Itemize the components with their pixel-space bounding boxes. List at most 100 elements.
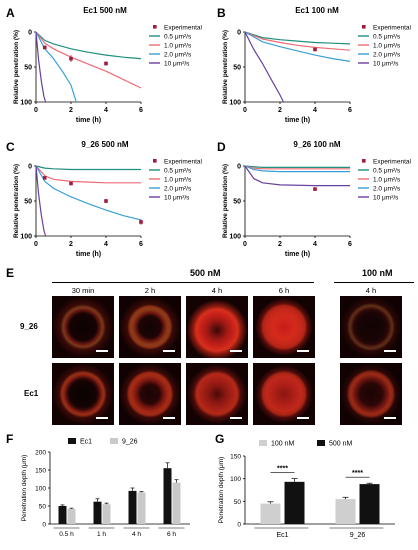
panel-letter-f: F — [6, 432, 14, 446]
experimental-point — [104, 199, 108, 203]
legend-label: 0.5 μm²/s — [164, 34, 192, 41]
series-line — [244, 165, 350, 169]
legend-label: 0.5 μm²/s — [164, 168, 192, 175]
bar — [260, 503, 281, 524]
y-tick-label: 0 — [237, 164, 241, 171]
y-tick-label: 100 — [229, 100, 241, 107]
x-tick-label: 6 — [348, 241, 352, 248]
micrograph-926-2h — [119, 296, 181, 358]
bar — [102, 504, 111, 524]
x-tick-label: 6 — [139, 241, 143, 248]
legend-marker-experimental — [362, 159, 366, 163]
bar — [137, 492, 146, 524]
time-label-2: 2 h — [144, 286, 156, 295]
x-axis-label: time (h) — [285, 117, 310, 124]
category-label: 1 h — [97, 531, 106, 538]
y-tick-label: 50 — [233, 65, 241, 72]
significance-label: **** — [277, 466, 288, 473]
y-axis-label: Relative penetration (%) — [222, 30, 229, 104]
y-axis-label: Relative penetration (%) — [222, 164, 229, 238]
x-tick-label: 4 — [313, 241, 317, 248]
group-100-label: 100 nM — [362, 268, 393, 278]
x-tick-label: 6 — [139, 107, 143, 114]
y-axis-label: Relative penetration (%) — [13, 30, 20, 104]
series-line — [35, 31, 142, 89]
legend-label: 0.5 μm²/s — [373, 34, 401, 41]
y-tick-label: 50 — [39, 504, 47, 511]
x-axis-label: time (h) — [76, 251, 101, 258]
group-500-bracket — [52, 282, 314, 283]
time-label-3: 4 h — [211, 286, 223, 295]
panel-c-title: 9_26 500 nM — [81, 140, 129, 149]
series-line — [244, 31, 285, 103]
x-tick-label: 6 — [348, 107, 352, 114]
panel-letter-g: G — [215, 432, 225, 446]
legend-label: 2.0 μm²/s — [373, 52, 401, 59]
y-tick-label: 200 — [35, 450, 46, 457]
x-tick-label: 0 — [243, 241, 247, 248]
y-tick-label: 0 — [28, 164, 32, 171]
micrograph-926-4h — [186, 296, 248, 358]
scale-bar — [297, 417, 309, 419]
significance-label: **** — [352, 470, 363, 477]
legend-label: 500 nM — [329, 441, 353, 448]
scale-bar — [163, 417, 175, 419]
bar — [58, 506, 67, 524]
bar — [172, 482, 181, 524]
row-label-ec1: Ec1 — [24, 389, 39, 398]
legend-label: 9_26 — [122, 439, 138, 446]
scale-bar — [297, 350, 309, 352]
panel-a-title: Ec1 500 nM — [83, 6, 127, 15]
group-100-bracket — [334, 282, 414, 283]
time-label-4: 6 h — [278, 286, 290, 295]
group-500-label: 500 nM — [190, 268, 221, 278]
legend-label: 2.0 μm²/s — [164, 52, 192, 59]
y-tick-label: 0 — [237, 522, 241, 529]
y-axis-label: Relative penetration (%) — [13, 164, 20, 238]
y-tick-label: 100 — [20, 100, 32, 107]
series-line — [244, 31, 351, 51]
y-axis-label: Penetration depth (μm) — [218, 457, 225, 524]
micrograph-ec1-2h — [119, 363, 181, 425]
panel-letter-c: C — [6, 140, 15, 154]
y-axis-label: Penetration depth (μm) — [21, 455, 28, 522]
row-label-926: 9_26 — [20, 322, 38, 331]
bar-chart-f: 0 50 100 150 200 Penetration depth (μm) 0.5 h 1… — [21, 438, 190, 538]
time-label-1: 30 min — [71, 286, 95, 295]
bar-chart-g: 0 50 100 150 Penetration depth (μm) **** Ec1 **… — [218, 440, 395, 539]
category-label: 6 h — [167, 531, 176, 538]
panel-letter-a: A — [6, 6, 15, 20]
y-tick-label: 100 — [230, 476, 241, 483]
scale-bar — [230, 350, 242, 352]
bar — [93, 501, 102, 524]
series-line — [35, 31, 77, 103]
category-label: 0.5 h — [59, 531, 74, 538]
micrograph-926-6h — [253, 296, 315, 358]
y-tick-label: 100 — [20, 234, 32, 241]
panel-letter-b: B — [217, 6, 226, 20]
line-panels-row: A Ec1 500 nM 0 50 100 0 2 4 6 time (h) Relative … — [0, 0, 418, 260]
x-tick-label: 2 — [278, 107, 282, 114]
series-line — [244, 165, 350, 187]
legend-marker-experimental — [362, 25, 366, 29]
x-tick-label: 4 — [104, 241, 108, 248]
legend-label: 10 μm²/s — [164, 61, 190, 68]
experimental-point — [313, 47, 317, 52]
scale-bar — [96, 350, 108, 352]
legend-label: 2.0 μm²/s — [373, 186, 401, 193]
panel-b-title: Ec1 100 nM — [295, 6, 339, 15]
experimental-point — [69, 56, 73, 61]
category-label: 9_26 — [350, 532, 366, 539]
legend-label: 1.0 μm²/s — [373, 43, 401, 50]
legend-label: 10 μm²/s — [164, 195, 190, 202]
series-line — [35, 31, 142, 60]
series-line — [244, 31, 351, 45]
x-tick-label: 0 — [34, 241, 38, 248]
series-line — [244, 165, 350, 170]
panel-letter-d: D — [217, 140, 226, 154]
experimental-point — [104, 61, 108, 66]
experimental-point — [139, 220, 143, 224]
y-tick-label: 50 — [24, 65, 32, 72]
legend-label: 2.0 μm²/s — [164, 186, 192, 193]
series-line — [35, 165, 141, 171]
